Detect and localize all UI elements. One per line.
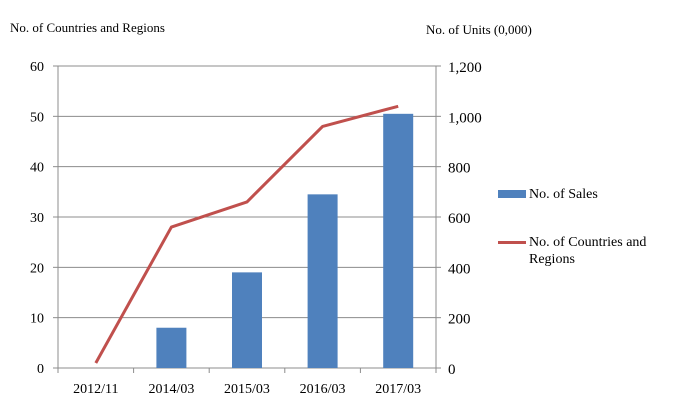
legend-label-countries: No. of Countries and Regions — [529, 235, 647, 267]
bar — [383, 113, 414, 368]
x-tick-label: 2015/03 — [224, 382, 270, 397]
legend-label-sales: No. of Sales — [529, 187, 598, 202]
left-tick-label: 10 — [30, 312, 44, 327]
left-tick-label: 40 — [30, 161, 44, 176]
left-tick-label: 50 — [30, 110, 44, 125]
left-tick-label: 20 — [30, 261, 44, 276]
line-series — [94, 104, 399, 364]
right-axis-title: No. of Units (0,000) — [426, 22, 532, 37]
bar — [307, 194, 338, 368]
legend-swatch-countries — [498, 241, 526, 244]
x-tick-label: 2016/03 — [300, 382, 346, 397]
right-tick-label: 400 — [448, 261, 471, 277]
x-tick-label: 2012/11 — [73, 382, 118, 397]
bar — [156, 327, 187, 368]
x-tick-label: 2017/03 — [375, 382, 421, 397]
right-tick-label: 0 — [448, 362, 456, 378]
left-axis-title: No. of Countries and Regions — [10, 20, 165, 35]
right-tick-label: 1,000 — [448, 110, 482, 126]
legend-swatch-sales — [498, 190, 526, 198]
right-tick-label: 600 — [448, 211, 471, 227]
bar — [232, 272, 262, 368]
x-tick-label: 2014/03 — [148, 382, 194, 397]
legend-item-sales: No. of Sales — [498, 186, 679, 203]
right-tick-label: 1,200 — [448, 60, 482, 76]
right-tick-label: 800 — [448, 161, 471, 177]
legend-item-countries: No. of Countries and Regions — [498, 234, 679, 268]
left-tick-label: 0 — [37, 362, 44, 377]
right-tick-label: 200 — [448, 312, 471, 328]
left-tick-label: 30 — [30, 211, 44, 226]
left-tick-label: 60 — [30, 60, 44, 75]
